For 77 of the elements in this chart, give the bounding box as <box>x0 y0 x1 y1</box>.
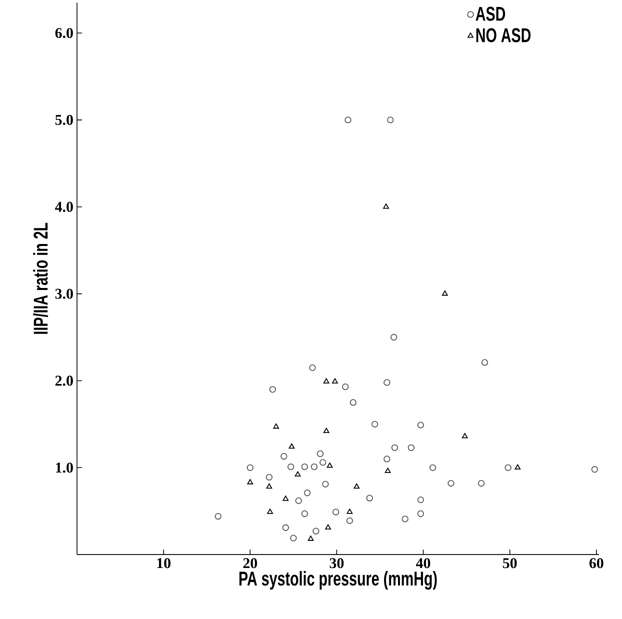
point <box>290 534 297 542</box>
point <box>344 116 352 124</box>
point <box>346 517 354 524</box>
point <box>309 364 316 372</box>
point <box>246 464 254 471</box>
point <box>282 524 289 531</box>
point <box>288 443 295 449</box>
point <box>478 480 485 487</box>
point <box>295 497 302 504</box>
x-tick-label: 30 <box>330 558 344 568</box>
point <box>391 444 398 451</box>
point <box>350 399 356 406</box>
point <box>417 510 424 518</box>
point <box>316 450 324 458</box>
point <box>308 536 314 541</box>
point <box>267 508 273 514</box>
x-tick-label: 50 <box>502 558 517 568</box>
point <box>383 204 389 209</box>
point <box>390 334 398 341</box>
point <box>273 423 280 429</box>
point <box>320 459 326 466</box>
point <box>214 513 222 520</box>
y-tick-label: 1.0 <box>56 462 73 473</box>
x-tick-label: 40 <box>416 558 430 568</box>
point <box>280 453 288 460</box>
point <box>294 471 301 477</box>
point <box>304 490 311 496</box>
point <box>266 483 272 489</box>
point <box>402 516 408 522</box>
y-tick-label: 5.0 <box>55 114 73 126</box>
point <box>301 510 308 518</box>
point <box>346 508 353 514</box>
point <box>325 524 331 530</box>
y-tick-label: 3.0 <box>55 288 73 299</box>
y-tick-label: 4.0 <box>55 202 73 212</box>
point <box>282 496 289 501</box>
point <box>408 444 414 451</box>
point <box>354 483 360 489</box>
point <box>591 466 598 473</box>
point <box>323 428 330 434</box>
point <box>366 494 373 502</box>
point <box>504 464 512 471</box>
point <box>322 480 329 488</box>
x-tick-label: 60 <box>589 558 604 568</box>
point <box>326 462 333 468</box>
point <box>266 474 273 481</box>
point <box>310 463 318 470</box>
point <box>387 116 394 124</box>
x-tick-label: 20 <box>243 558 258 568</box>
point <box>332 508 340 516</box>
point <box>481 359 488 366</box>
point <box>332 378 338 384</box>
legend-label: ASD <box>476 6 506 21</box>
x-tick-label: 10 <box>157 558 170 568</box>
y-axis-title: IIP/IIA ratio in 2L <box>33 222 48 334</box>
point <box>429 464 436 471</box>
point <box>442 290 448 296</box>
point <box>287 463 294 470</box>
x-axis-title: PA systolic pressure (mmHg) <box>239 571 437 590</box>
legend-label: NO ASD <box>476 28 531 42</box>
point <box>417 496 424 504</box>
point <box>448 480 454 487</box>
point <box>301 463 308 470</box>
point <box>247 479 254 484</box>
point <box>384 456 390 462</box>
point <box>312 528 320 534</box>
point <box>269 386 276 393</box>
point <box>384 379 390 386</box>
y-tick-label: 2.0 <box>55 376 73 386</box>
point <box>514 464 521 470</box>
y-tick-label: 6.0 <box>55 28 73 38</box>
point <box>342 383 349 390</box>
point <box>323 378 330 384</box>
point <box>462 433 468 438</box>
point <box>371 420 378 428</box>
point <box>417 422 424 428</box>
point <box>384 468 391 474</box>
